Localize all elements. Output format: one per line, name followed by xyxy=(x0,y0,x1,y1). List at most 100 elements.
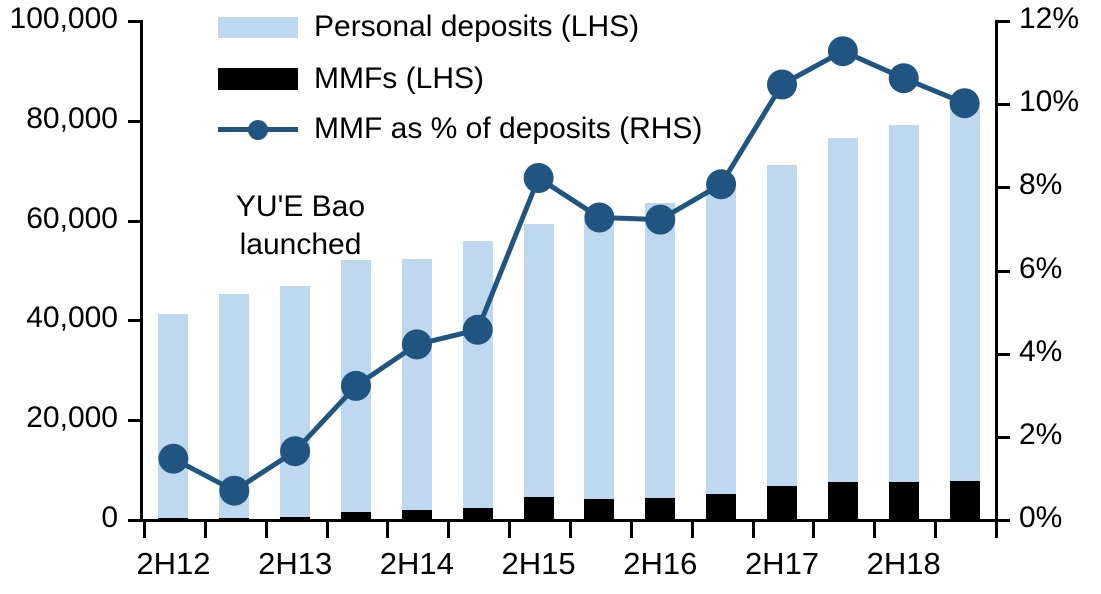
y-axis-left-spine xyxy=(140,20,143,522)
bar-mmfs xyxy=(341,511,371,519)
x-axis-tick xyxy=(812,522,815,538)
line-marker-mmf-pct xyxy=(584,202,615,233)
bar-mmfs xyxy=(524,497,554,519)
bar-personal-deposits xyxy=(889,124,919,519)
x-axis-tick xyxy=(691,522,694,538)
line-marker-mmf-pct xyxy=(158,443,189,474)
legend-swatch-deposits-icon xyxy=(218,16,298,38)
bar-mmfs xyxy=(402,509,432,519)
line-marker-mmf-pct xyxy=(827,36,858,67)
y-axis-right-tick xyxy=(995,436,1010,439)
y-axis-left-tick xyxy=(128,220,143,223)
legend-item-personal-deposits[interactable]: Personal deposits (LHS) xyxy=(218,12,639,42)
legend-label-mmf-pct: MMF as % of deposits (RHS) xyxy=(314,112,703,145)
legend-circle-marker-icon xyxy=(248,120,268,140)
y-axis-left-tick-label: 0 xyxy=(101,501,118,534)
y-axis-left-tick xyxy=(128,120,143,123)
x-axis-tick xyxy=(265,522,268,538)
annotation-yue-bao: YU'E Bao launched xyxy=(198,188,403,263)
legend-swatch-mmfs-icon xyxy=(218,68,298,90)
legend-item-mmf-pct[interactable]: MMF as % of deposits (RHS) xyxy=(218,114,702,144)
x-axis-tick xyxy=(326,522,329,538)
y-axis-left-tick-label: 80,000 xyxy=(26,102,118,135)
y-axis-right-tick-label: 2% xyxy=(1019,418,1063,451)
x-axis-tick-label: 2H16 xyxy=(623,546,698,581)
x-axis-tick xyxy=(143,522,146,538)
x-axis-tick xyxy=(386,522,389,538)
x-axis-tick-label: 2H15 xyxy=(501,546,576,581)
legend-label-mmfs: MMFs (LHS) xyxy=(314,62,484,95)
bar-mmfs xyxy=(645,498,675,519)
bar-mmfs xyxy=(280,516,310,519)
x-axis-tick xyxy=(873,522,876,538)
y-axis-left-tick-label: 60,000 xyxy=(26,202,118,235)
bar-personal-deposits xyxy=(950,105,980,519)
bar-personal-deposits xyxy=(828,138,858,519)
line-marker-mmf-pct xyxy=(888,63,919,94)
bar-personal-deposits xyxy=(158,314,188,519)
y-axis-left-tick-label: 100,000 xyxy=(9,2,118,35)
bar-mmfs xyxy=(828,481,858,519)
bar-personal-deposits xyxy=(402,258,432,519)
y-axis-right-tick xyxy=(995,20,1010,23)
bar-mmfs xyxy=(584,499,614,519)
x-axis-spine xyxy=(140,519,998,522)
line-marker-mmf-pct xyxy=(280,436,311,467)
y-axis-left-tick xyxy=(128,319,143,322)
x-axis-tick-label: 2H18 xyxy=(866,546,941,581)
bar-personal-deposits xyxy=(767,164,797,519)
x-axis-tick xyxy=(995,522,998,538)
bar-mmfs xyxy=(463,507,493,519)
line-marker-mmf-pct xyxy=(949,88,980,119)
y-axis-right-tick-label: 10% xyxy=(1019,85,1080,118)
bar-mmfs xyxy=(889,481,919,519)
y-axis-left-tick xyxy=(128,20,143,23)
line-marker-mmf-pct xyxy=(341,370,371,401)
y-axis-left-tick xyxy=(128,519,143,522)
line-marker-mmf-pct xyxy=(523,163,554,193)
legend-item-mmfs[interactable]: MMFs (LHS) xyxy=(218,64,484,94)
x-axis-tick xyxy=(204,522,207,538)
x-axis-tick-label: 2H12 xyxy=(136,546,211,581)
legend-label-deposits: Personal deposits (LHS) xyxy=(314,10,640,43)
y-axis-right-tick xyxy=(995,103,1010,106)
x-axis-tick-label: 2H13 xyxy=(258,546,333,581)
line-marker-mmf-pct xyxy=(767,69,797,100)
x-axis-tick xyxy=(447,522,450,538)
y-axis-right-tick-label: 0% xyxy=(1019,501,1063,534)
annotation-line-1: YU'E Bao xyxy=(235,190,366,223)
x-axis-tick xyxy=(752,522,755,538)
bar-mmfs xyxy=(219,517,249,519)
y-axis-right-tick-label: 6% xyxy=(1019,252,1063,285)
bar-personal-deposits xyxy=(645,202,675,519)
bar-mmfs xyxy=(706,494,736,519)
x-axis-tick xyxy=(569,522,572,538)
y-axis-right-tick xyxy=(995,270,1010,273)
y-axis-left-tick xyxy=(128,419,143,422)
legend-line-marker-icon xyxy=(218,117,298,141)
x-axis-tick xyxy=(508,522,511,538)
x-axis-tick-label: 2H14 xyxy=(379,546,454,581)
annotation-line-2: launched xyxy=(239,227,362,261)
y-axis-right-tick xyxy=(995,186,1010,189)
line-marker-mmf-pct xyxy=(401,329,432,360)
bar-mmfs xyxy=(767,485,797,519)
y-axis-right-tick-label: 4% xyxy=(1019,335,1063,368)
y-axis-left-tick-label: 20,000 xyxy=(26,401,118,434)
y-axis-left-tick-label: 40,000 xyxy=(26,301,118,334)
y-axis-right-tick xyxy=(995,353,1010,356)
y-axis-right-tick-label: 8% xyxy=(1019,168,1063,201)
x-axis-tick xyxy=(630,522,633,538)
bar-personal-deposits xyxy=(280,286,310,519)
bar-personal-deposits xyxy=(524,224,554,519)
line-marker-mmf-pct xyxy=(645,204,676,235)
bar-mmfs xyxy=(950,481,980,519)
line-marker-mmf-pct xyxy=(462,314,493,345)
line-marker-mmf-pct xyxy=(706,169,737,200)
bar-personal-deposits xyxy=(584,220,614,519)
bar-personal-deposits xyxy=(706,187,736,519)
bar-personal-deposits xyxy=(463,241,493,519)
y-axis-right-tick-label: 12% xyxy=(1019,2,1080,35)
x-axis-tick-label: 2H17 xyxy=(744,546,820,581)
